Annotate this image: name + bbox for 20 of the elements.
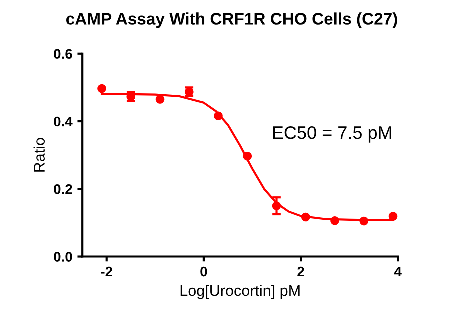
point [98, 84, 106, 94]
y-tick-label: 0.0 [54, 252, 72, 262]
annotation: EC50 = 7.5 pM [273, 126, 392, 143]
point [388, 212, 398, 221]
x-tick-label: 4 [394, 267, 402, 277]
point [243, 152, 252, 161]
point [156, 95, 165, 104]
chart-title: cAMP Assay With CRF1R CHO Cells (C27) [66, 12, 398, 28]
point [360, 216, 369, 226]
point [301, 212, 310, 222]
y-tick-label: 0.6 [54, 49, 72, 60]
x-tick-label: 0 [200, 266, 208, 277]
x-axis-title: Log[Urocortin] pM [180, 284, 300, 300]
point [214, 112, 223, 120]
y-tick-label: 0.4 [54, 116, 73, 127]
y-axis-title: Ratio [34, 138, 45, 172]
point [330, 216, 340, 226]
x-tick-label: 2 [298, 266, 304, 277]
x-tick-label: -2 [101, 266, 112, 277]
y-tick-label: 0.2 [54, 184, 72, 194]
